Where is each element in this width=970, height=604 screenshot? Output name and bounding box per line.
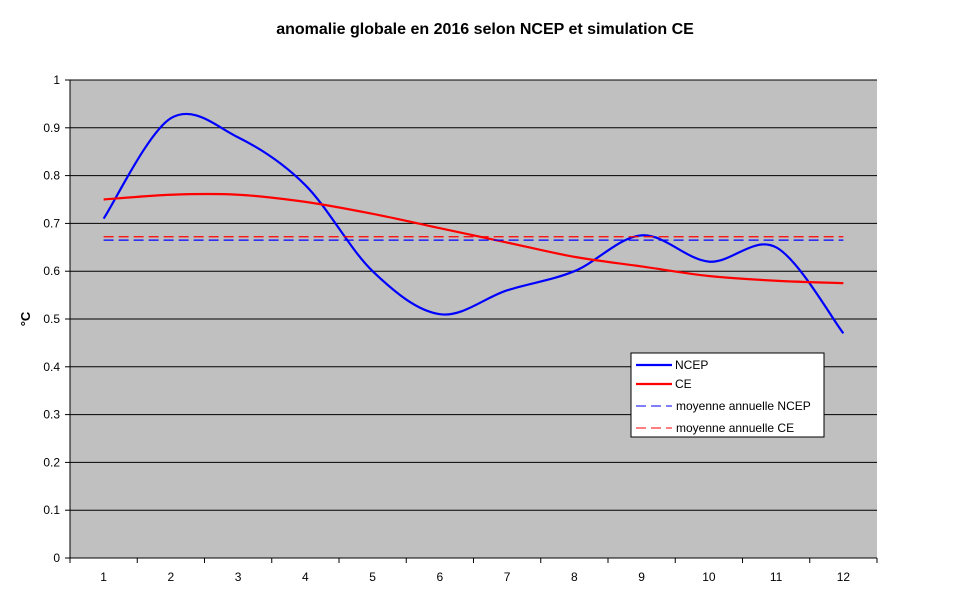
y-tick-label: 0.1: [43, 503, 60, 517]
x-tick-label: 6: [437, 570, 444, 584]
y-tick-label: 0: [53, 551, 60, 565]
x-tick-label: 7: [504, 570, 511, 584]
x-tick-label: 8: [571, 570, 578, 584]
y-tick-label: 0.9: [43, 121, 60, 135]
x-tick-label: 10: [702, 570, 716, 584]
y-tick-label: 0.7: [43, 216, 60, 230]
y-tick-label: 0.6: [43, 264, 60, 278]
x-tick-label: 9: [638, 570, 645, 584]
x-tick-label: 2: [168, 570, 175, 584]
x-tick-label: 1: [100, 570, 107, 584]
gridlines: [70, 79, 877, 511]
series-line-ce: [103, 192, 844, 285]
x-tick-label: 11: [770, 570, 783, 584]
y-axis-label: °C: [18, 311, 33, 326]
legend-box: [630, 352, 825, 438]
x-tick-label: 4: [302, 570, 309, 584]
x-tick-label: 5: [369, 570, 376, 584]
y-axis-ticks: 0 0.1 0.2 0.3 0.4 0.5 0.6 0.7 0.8 0.9 1: [43, 73, 70, 565]
x-tick-label: 12: [837, 570, 851, 584]
legend-label: moyenne annuelle NCEP: [676, 399, 811, 413]
y-tick-label: 0.4: [43, 360, 60, 374]
chart-title: anomalie globale en 2016 selon NCEP et s…: [276, 21, 694, 38]
y-tick-label: 0.5: [43, 312, 60, 326]
y-tick-label: 0.2: [43, 455, 60, 469]
legend-label: CE: [675, 377, 692, 391]
legend: NCEP CE moyenne annuelle NCEP moyenne annue…: [630, 352, 825, 438]
y-tick-label: 1: [53, 73, 60, 87]
series-line-ncep: [102, 112, 845, 335]
x-axis-ticks: 1 2 3 4 5 6 7 8 9 10 11 12: [69, 558, 878, 584]
legend-label: NCEP: [675, 358, 708, 372]
series-lines: [102, 112, 845, 335]
legend-label: moyenne annuelle CE: [676, 421, 794, 435]
x-tick-label: 3: [235, 570, 242, 584]
y-tick-label: 0.3: [43, 408, 60, 422]
y-tick-label: 0.8: [43, 169, 60, 183]
